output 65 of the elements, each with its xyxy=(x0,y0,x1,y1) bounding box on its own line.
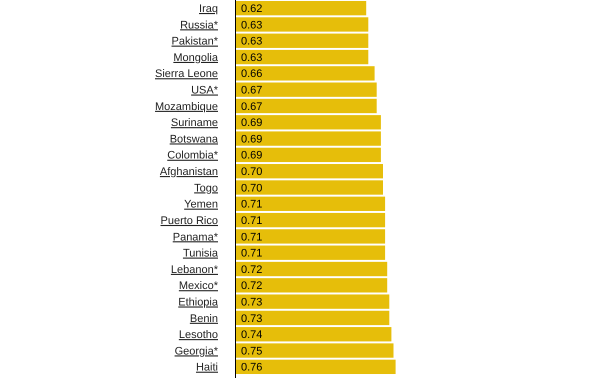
bar xyxy=(236,115,381,130)
bar xyxy=(236,0,366,16)
y-tick-label: Georgia* xyxy=(174,345,219,358)
y-tick-label: Haiti xyxy=(196,362,218,374)
y-tick-label: Togo xyxy=(194,182,218,194)
bar xyxy=(236,82,377,97)
y-tick-label: Mozambique xyxy=(155,100,218,113)
y-tick-label: Tunisia xyxy=(182,248,219,260)
bar xyxy=(236,278,388,292)
data-label: 0.62 xyxy=(241,3,262,15)
data-label: 0.70 xyxy=(241,182,262,194)
y-tick-label: Lesotho xyxy=(178,329,218,342)
data-label: 0.76 xyxy=(241,362,262,374)
y-tick-label: Mongolia xyxy=(173,52,219,64)
y-tick-label: Russia* xyxy=(180,19,219,32)
data-label: 0.71 xyxy=(241,214,262,227)
bar xyxy=(236,343,394,358)
bar xyxy=(236,164,383,178)
bar xyxy=(236,294,390,309)
bar xyxy=(236,50,368,64)
y-tick-label: Puerto Rico xyxy=(160,214,218,227)
data-label: 0.74 xyxy=(241,329,262,342)
y-tick-label: Lebanon* xyxy=(170,264,219,276)
data-label: 0.67 xyxy=(241,84,262,97)
bar xyxy=(236,360,396,374)
data-label: 0.75 xyxy=(241,345,262,358)
bar xyxy=(236,98,377,114)
bar xyxy=(236,246,386,260)
y-tick-label: Panama* xyxy=(172,231,219,244)
bar xyxy=(236,196,386,211)
data-label: 0.66 xyxy=(241,68,262,80)
data-label: 0.63 xyxy=(241,52,262,64)
y-tick-label: Afghanistan xyxy=(160,166,218,178)
data-label: 0.70 xyxy=(241,166,262,178)
bar xyxy=(236,262,388,276)
data-label: 0.69 xyxy=(241,117,262,130)
data-label: 0.69 xyxy=(241,133,262,146)
data-label: 0.73 xyxy=(241,296,262,308)
y-tick-label: Colombia* xyxy=(167,150,219,162)
bar xyxy=(236,34,368,48)
data-label: 0.69 xyxy=(241,150,262,162)
data-label: 0.73 xyxy=(241,312,262,325)
y-tick-label: Suriname xyxy=(170,117,218,130)
y-tick-label: Iraq xyxy=(199,3,218,15)
y-tick-label: Ethiopia xyxy=(178,296,219,308)
y-tick-label: Mexico* xyxy=(178,280,219,292)
bar xyxy=(236,180,383,195)
y-tick-label: Sierra Leone xyxy=(155,68,218,80)
y-tick-label: USA* xyxy=(191,84,219,97)
data-label: 0.63 xyxy=(241,36,262,48)
y-tick-label: Pakistan* xyxy=(172,36,219,48)
data-label: 0.63 xyxy=(241,19,262,32)
data-label: 0.71 xyxy=(241,198,262,211)
bar xyxy=(236,327,392,342)
bar xyxy=(236,310,390,326)
data-label: 0.71 xyxy=(241,231,262,244)
y-tick-label: Botswana xyxy=(170,133,219,146)
bar xyxy=(236,17,368,32)
data-label: 0.72 xyxy=(241,264,262,276)
data-label: 0.72 xyxy=(241,280,262,292)
data-label: 0.67 xyxy=(241,100,262,113)
data-label: 0.71 xyxy=(241,248,262,260)
bar xyxy=(236,66,375,81)
y-tick-label: Yemen xyxy=(184,198,218,211)
y-tick-label: Benin xyxy=(190,312,218,325)
